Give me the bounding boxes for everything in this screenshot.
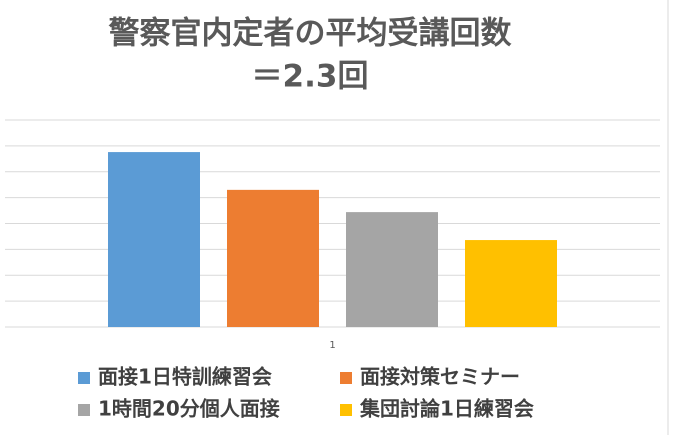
chart-title: ＝2.3回 xyxy=(252,59,369,95)
bar xyxy=(227,189,319,327)
bar xyxy=(465,240,557,327)
chart-title: 警察官内定者の平均受講回数 xyxy=(109,16,512,52)
legend-label: 面接1日特訓練習会 xyxy=(98,365,272,389)
legend-swatch xyxy=(340,404,352,416)
legend-label: 面接対策セミナー xyxy=(360,365,520,389)
x-tick-label: 1 xyxy=(329,340,335,351)
legend-swatch xyxy=(340,372,352,384)
legend-swatch xyxy=(78,372,90,384)
legend-label: 集団討論1日練習会 xyxy=(359,397,534,421)
legend-swatch xyxy=(78,404,90,416)
bar xyxy=(108,152,200,327)
bar xyxy=(346,212,438,327)
legend-label: 1時間20分個人面接 xyxy=(98,397,280,421)
